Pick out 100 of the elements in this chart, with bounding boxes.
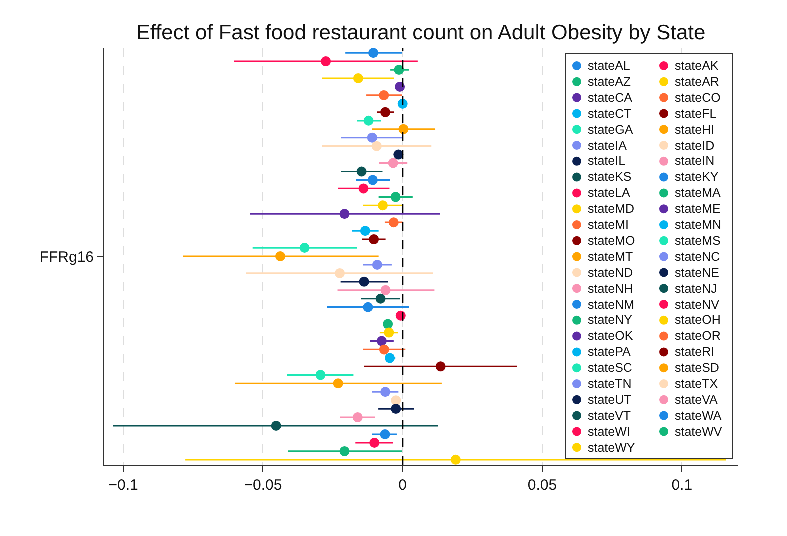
legend-label: stateFL xyxy=(675,107,717,121)
point xyxy=(271,421,282,432)
chart-title: Effect of Fast food restaurant count on Adult Obesity by State xyxy=(136,21,706,44)
point xyxy=(388,158,398,168)
legend-label: stateKS xyxy=(588,170,632,184)
legend-label: stateLA xyxy=(588,186,632,200)
point xyxy=(388,218,399,228)
legend-label: stateMS xyxy=(675,234,721,248)
point xyxy=(380,107,391,118)
point xyxy=(378,200,388,211)
point xyxy=(340,209,350,220)
legend-label: stateNV xyxy=(675,298,720,312)
legend-label: stateSC xyxy=(588,361,632,375)
x-tick-label: −0.05 xyxy=(244,477,282,494)
legend-label: stateMA xyxy=(675,186,722,200)
point xyxy=(333,378,344,389)
legend-label: stateWA xyxy=(675,409,722,423)
legend-label: stateNC xyxy=(675,250,720,264)
legend-label: stateIA xyxy=(588,139,628,153)
point xyxy=(450,454,461,465)
legend-label: stateUT xyxy=(588,393,632,407)
legend-label: stateRI xyxy=(675,345,715,359)
legend-label: stateKY xyxy=(675,170,720,184)
point xyxy=(376,336,387,346)
legend-label: stateWI xyxy=(588,425,630,439)
legend-label: stateCT xyxy=(588,107,632,121)
point xyxy=(353,74,364,84)
legend-label: stateTX xyxy=(675,377,719,391)
legend-label: stateAR xyxy=(675,75,720,89)
point xyxy=(364,116,374,126)
point xyxy=(316,370,326,380)
point xyxy=(335,268,345,278)
legend-label: statePA xyxy=(588,345,632,359)
legend-label: stateWV xyxy=(675,425,723,439)
point xyxy=(383,319,394,330)
legend-label: stateNJ xyxy=(675,282,718,296)
point xyxy=(391,404,402,414)
x-tick-label: 0.05 xyxy=(528,477,558,494)
point xyxy=(340,446,350,456)
legend-label: stateMT xyxy=(588,250,634,264)
legend-label: stateVT xyxy=(588,409,632,423)
legend-label: stateTN xyxy=(588,377,632,391)
x-tick-label: 0.1 xyxy=(672,477,693,494)
point xyxy=(360,226,370,236)
legend-label: stateNM xyxy=(588,298,635,312)
point xyxy=(369,234,380,245)
legend-label: stateME xyxy=(675,202,721,216)
point xyxy=(395,82,406,92)
legend-label: stateNE xyxy=(675,266,720,280)
point xyxy=(321,56,332,67)
point xyxy=(384,328,394,338)
legend-label: stateCO xyxy=(675,91,722,105)
legend-label: stateAK xyxy=(675,59,720,73)
point xyxy=(380,429,390,440)
point xyxy=(394,150,404,160)
point xyxy=(359,276,370,287)
point xyxy=(379,344,390,355)
legend-label: stateOK xyxy=(588,329,634,343)
point xyxy=(368,175,378,186)
legend-label: stateID xyxy=(675,139,715,153)
point xyxy=(356,166,367,177)
point xyxy=(370,438,380,448)
legend-label: stateSD xyxy=(675,361,720,375)
point xyxy=(368,48,379,58)
legend-label: stateOH xyxy=(675,313,721,327)
point xyxy=(380,285,391,296)
legend-label: stateNY xyxy=(588,313,634,327)
point xyxy=(385,353,395,364)
point xyxy=(390,192,401,202)
legend-label: stateAZ xyxy=(588,75,632,89)
legend-label: stateAL xyxy=(588,59,630,73)
point xyxy=(372,260,382,270)
point xyxy=(363,302,374,312)
point xyxy=(398,124,409,134)
legend-label: stateWY xyxy=(588,441,636,455)
point xyxy=(391,396,402,406)
legend-label: stateMN xyxy=(675,218,722,232)
point xyxy=(276,252,286,262)
x-tick-label: 0 xyxy=(398,477,408,494)
point xyxy=(394,65,404,76)
legend-label: stateMO xyxy=(588,234,636,248)
legend-label: stateVA xyxy=(675,393,719,407)
legend-label: stateHI xyxy=(675,123,715,137)
legend-label: stateCA xyxy=(588,91,634,105)
point xyxy=(379,90,390,100)
legend-label: stateMD xyxy=(588,202,635,216)
legend-label: stateNH xyxy=(588,282,634,296)
x-tick-label: −0.1 xyxy=(108,477,138,494)
legend-label: stateMI xyxy=(588,218,629,232)
point xyxy=(352,412,363,423)
legend-label: stateIL xyxy=(588,154,626,168)
y-tick-label: FFRg16 xyxy=(40,248,94,266)
point xyxy=(300,243,310,254)
point xyxy=(436,362,446,372)
legend-label: stateOR xyxy=(675,329,721,343)
point xyxy=(367,132,378,143)
legend-label: stateIN xyxy=(675,154,715,168)
point xyxy=(376,294,386,304)
legend-label: stateGA xyxy=(588,123,634,137)
point xyxy=(380,387,391,398)
